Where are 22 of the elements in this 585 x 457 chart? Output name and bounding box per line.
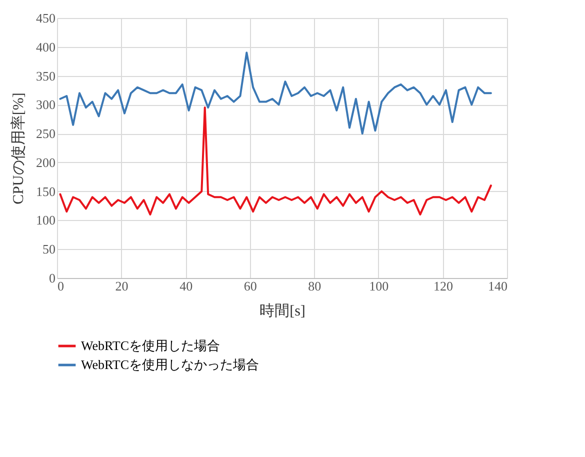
y-tick-label: 200 [36, 154, 56, 170]
x-tick-label: 100 [369, 278, 389, 294]
y-tick-label: 100 [36, 212, 56, 228]
y-tick-label: 50 [42, 242, 56, 257]
x-tick-label: 40 [180, 278, 193, 294]
line-series [59, 106, 492, 216]
y-tick-label: 400 [36, 39, 56, 54]
legend-label: WebRTCを使用しなかった場合 [81, 357, 260, 372]
y-tick-label: 350 [36, 68, 56, 84]
line-series [59, 52, 492, 135]
y-tick-label: 250 [36, 126, 56, 142]
x-tick-label: 20 [115, 278, 128, 294]
legend-label: WebRTCを使用した場合 [81, 338, 220, 353]
y-tick-label: 150 [36, 184, 56, 199]
x-tick-label: 60 [244, 278, 257, 294]
x-tick-label: 120 [433, 278, 453, 294]
x-axis-title: 時間[s] [260, 302, 306, 320]
y-axis-title: CPUの使用率[%] [10, 92, 27, 204]
x-tick-label: 80 [308, 278, 322, 294]
x-tick-label: 140 [488, 278, 508, 294]
y-tick-label: 300 [36, 97, 56, 112]
y-tick-label: 450 [36, 10, 56, 26]
